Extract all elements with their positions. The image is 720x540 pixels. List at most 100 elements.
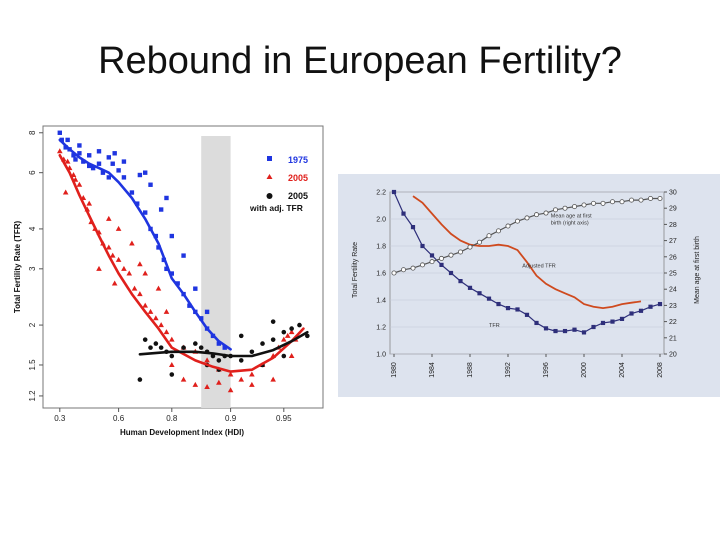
point-adj-7 [193,341,198,346]
point-1975-1 [59,137,64,143]
point-1975-39 [148,182,153,187]
y-right-tick-label-1: 29 [669,206,677,213]
point-1975-9 [87,163,92,169]
point-adj-1 [148,345,153,350]
annotation-0: Mean age at first [551,214,592,220]
point-2005-49 [192,381,199,387]
point-2005-13 [106,244,112,250]
point-1975-10 [90,165,96,171]
point-2005-20 [142,302,148,308]
point-tfr-14 [524,312,530,317]
y-right-tick-label-7: 23 [669,303,677,310]
point-2005-51 [216,379,222,385]
point-1975-38 [137,172,143,178]
legend-adj-label: with adj. TFR [249,203,303,213]
point-2005-18 [131,285,138,291]
point-1975-18 [135,201,140,206]
left-axis-label: Total Fertility Rate [352,242,359,298]
point-1975-3 [65,137,70,143]
point-tfr-15 [534,320,539,326]
point-mean-age-8 [467,244,473,250]
point-1975-8 [81,159,86,164]
point-2005-24 [163,329,170,335]
point-adj-19 [289,326,294,331]
y-right-tick-label-9: 21 [669,335,677,342]
point-tfr-23 [610,319,615,324]
annotation-2: TFR [489,323,500,329]
point-tfr-7 [458,279,463,284]
legend-2005-marker [266,174,273,179]
x-tick-label-4: 1996 [543,362,550,378]
point-adj-18 [281,329,287,335]
y-right-tick-label-8: 22 [669,319,677,326]
point-2005-0 [57,148,63,154]
x-tick-label-1: 1984 [429,362,436,378]
y-tick-label-1: 6 [28,170,37,175]
point-tfr-20 [581,330,587,335]
point-adj-5 [169,353,175,359]
y-tick-label-3: 3 [28,266,37,271]
point-1975-33 [216,341,222,346]
plot-frame [42,125,324,409]
point-tfr-17 [553,328,558,334]
point-1975-22 [156,245,161,250]
point-1975-46 [143,170,148,175]
point-mean-age-23 [609,199,615,205]
point-adj-2 [153,341,159,346]
x-tick-label-2: 0.8 [166,414,178,423]
point-1975-14 [110,161,115,166]
point-1975-2 [63,145,68,150]
y-left-tick-label-6: 1.0 [376,352,386,359]
point-1975-5 [71,153,76,158]
point-1975-24 [164,266,169,272]
point-1975-45 [158,207,164,212]
y-left-tick-label-5: 1.2 [376,325,386,332]
point-1975-28 [187,303,192,308]
point-1975-35 [87,153,92,158]
point-2005-15 [115,256,122,262]
point-1975-42 [181,253,186,258]
point-1975-25 [169,271,174,276]
point-1975-44 [204,309,210,315]
point-adj-16 [260,341,265,346]
fit-line-2005 [58,154,305,373]
annotation-0-line2: birth (right axis) [551,221,589,227]
point-tfr-6 [448,270,454,276]
point-mean-age-7 [458,249,464,255]
point-mean-age-19 [571,204,577,210]
point-tfr-12 [505,306,511,311]
point-2005-41 [86,200,92,206]
point-1975-47 [112,151,117,156]
point-2005-37 [284,332,291,338]
x-tick-label-3: 1992 [505,362,512,378]
point-tfr-19 [572,327,577,332]
point-2005-17 [126,270,133,276]
y-right-tick-label-3: 27 [669,238,677,245]
point-mean-age-20 [581,202,587,208]
y-left-tick-label-1: 2.0 [376,217,386,224]
y-left-tick-label-3: 1.6 [376,271,386,278]
point-adj-6 [181,345,186,350]
point-2005-6 [76,181,83,187]
legend-2005-label: 2005 [288,173,308,183]
point-2005-22 [153,315,159,321]
point-2005-25 [169,336,175,342]
point-tfr-13 [515,307,520,312]
point-2005-47 [169,361,175,367]
point-2005-55 [288,353,295,359]
point-mean-age-0 [391,270,397,276]
point-adj-22 [169,372,175,377]
point-tfr-25 [629,311,634,316]
point-tfr-21 [591,324,596,330]
point-tfr-28 [657,301,663,307]
point-1975-40 [164,195,169,201]
point-2005-42 [106,215,112,221]
point-mean-age-10 [486,233,492,239]
point-mean-age-5 [439,255,445,261]
point-2005-58 [137,261,143,267]
point-adj-27 [305,333,310,339]
point-2005-32 [249,371,255,377]
point-2005-31 [238,376,245,382]
point-2005-14 [109,252,116,258]
point-2005-30 [227,371,234,377]
